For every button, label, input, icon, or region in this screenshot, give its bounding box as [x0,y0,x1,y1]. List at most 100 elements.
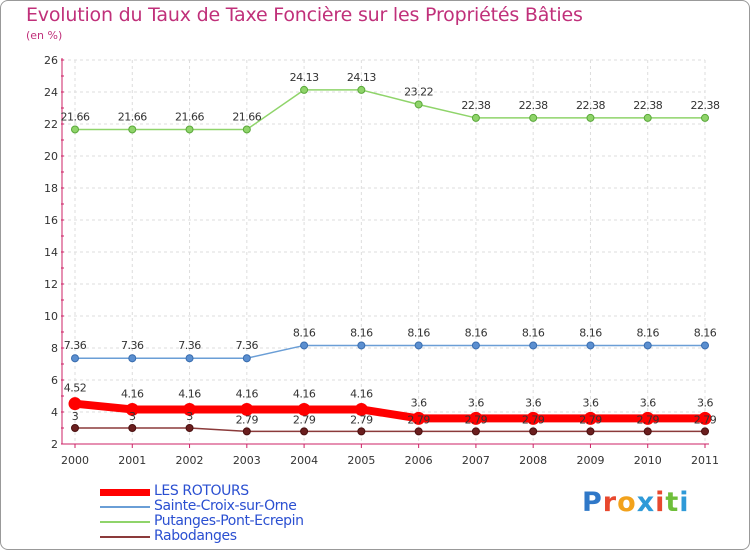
proxiti-logo: Proxiti [582,487,690,518]
data-label-putanges: 22.38 [576,99,605,112]
y-tick-label: 18 [44,182,58,195]
data-label-rabodanges: 2.79 [236,413,259,426]
logo-letter: r [602,487,618,518]
series-line-rabodanges [74,427,706,433]
data-point-les-rotours [297,402,311,416]
series-line-putanges [74,89,706,131]
data-point-sainte-croix [71,354,79,363]
data-point-putanges [242,125,251,134]
data-point-sainte-croix [529,341,538,350]
data-label-sainte-croix: 7.36 [64,339,87,352]
data-label-les-rotours: 3.6 [411,396,427,409]
data-label-rabodanges: 3 [186,410,193,423]
y-tick-label: 14 [44,246,58,259]
x-tick-label: 2005 [347,454,375,467]
data-point-putanges [701,113,709,122]
data-point-les-rotours [641,411,655,425]
legend-swatch-rabodanges [100,536,150,538]
data-point-putanges [300,85,309,94]
data-point-putanges [471,113,480,122]
y-tick-label: 2 [51,438,58,451]
data-label-putanges: 21.66 [232,110,261,123]
logo-letter: x [636,487,656,518]
data-point-putanges [643,113,652,122]
data-point-rabodanges [185,424,194,432]
data-label-sainte-croix: 8.16 [522,326,545,339]
data-point-rabodanges [701,427,709,436]
data-point-putanges [71,125,79,134]
data-point-sainte-croix [471,341,480,350]
logo-letter: i [679,487,690,518]
data-point-les-rotours [412,411,426,425]
data-label-rabodanges: 2.79 [694,413,717,426]
chart-unit-label: (en %) [26,29,63,42]
data-label-les-rotours: 4.16 [350,387,373,400]
legend-swatch-les-rotours [100,489,150,496]
data-label-putanges: 21.66 [175,110,204,123]
data-label-putanges: 24.13 [347,71,376,84]
data-label-sainte-croix: 7.36 [178,339,201,352]
data-point-putanges [586,113,595,122]
x-tick-label: 2002 [176,454,204,467]
logo-letter: t [665,487,680,518]
data-label-rabodanges: 3 [129,410,136,423]
legend-label-putanges: Putanges-Pont-Ecrepin [154,513,304,529]
data-label-sainte-croix: 7.36 [236,339,259,352]
data-point-putanges [185,125,194,134]
data-point-rabodanges [128,424,137,432]
data-label-les-rotours: 4.52 [64,382,87,395]
data-label-putanges: 22.38 [461,99,490,112]
data-label-rabodanges: 2.79 [522,413,545,426]
chart-title: Evolution du Taux de Taxe Foncière sur l… [26,4,583,26]
data-label-les-rotours: 3.6 [468,396,484,409]
data-label-sainte-croix: 8.16 [465,326,488,339]
legend-label-rabodanges: Rabodanges [154,528,237,544]
data-label-putanges: 21.66 [118,110,147,123]
data-point-les-rotours [125,402,139,416]
data-point-putanges [414,100,423,109]
y-tick-label: 6 [51,374,58,387]
x-tick-label: 2000 [61,454,89,467]
data-label-les-rotours: 4.16 [121,387,144,400]
x-tick-label: 2004 [290,454,318,467]
data-label-putanges: 24.13 [290,71,319,84]
data-label-rabodanges: 2.79 [465,413,488,426]
series-line-sainte-croix [74,344,706,359]
logo-letter: P [582,487,603,518]
y-tick-label: 22 [44,118,58,131]
y-tick-label: 4 [51,406,58,419]
data-point-sainte-croix [128,354,137,363]
data-label-rabodanges: 2.79 [579,413,602,426]
data-point-putanges [128,125,137,134]
data-point-rabodanges [71,424,79,432]
data-point-sainte-croix [242,354,251,363]
x-tick-label: 2006 [405,454,433,467]
data-label-sainte-croix: 8.16 [293,326,316,339]
x-tick-label: 2001 [118,454,146,467]
data-label-les-rotours: 3.6 [697,396,713,409]
data-point-putanges [529,113,538,122]
data-label-rabodanges: 2.79 [407,413,430,426]
data-label-rabodanges: 2.79 [293,413,316,426]
data-label-les-rotours: 3.6 [525,396,541,409]
data-label-sainte-croix: 8.16 [407,326,430,339]
series-line-les-rotours [71,399,709,423]
data-label-sainte-croix: 8.16 [579,326,602,339]
data-label-les-rotours: 4.16 [293,387,316,400]
data-label-sainte-croix: 8.16 [636,326,659,339]
data-point-rabodanges [242,427,251,436]
data-point-les-rotours [354,402,368,416]
y-tick-label: 10 [44,310,58,323]
x-tick-label: 2011 [691,454,719,467]
x-tick-label: 2008 [519,454,547,467]
legend-swatch-putanges [100,521,150,523]
data-label-les-rotours: 4.16 [178,387,201,400]
legend-label-les-rotours: LES ROTOURS [154,483,249,499]
data-point-putanges [357,85,366,94]
data-label-sainte-croix: 8.16 [350,326,373,339]
data-point-rabodanges [471,427,480,436]
data-point-rabodanges [529,427,538,436]
data-label-putanges: 23.22 [404,85,433,98]
data-label-les-rotours: 3.6 [582,396,598,409]
